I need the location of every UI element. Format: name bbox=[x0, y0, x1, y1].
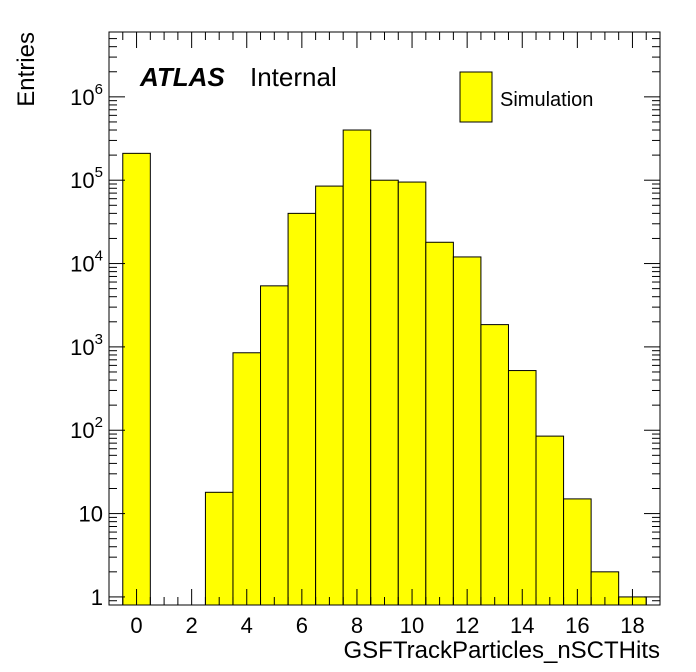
legend-entry-simulation: Simulation bbox=[500, 89, 593, 111]
x-tick-label: 6 bbox=[296, 613, 308, 638]
bar-bin-16 bbox=[563, 498, 592, 606]
bar-bin-3 bbox=[204, 491, 234, 606]
bar-bin-6 bbox=[287, 212, 317, 606]
bar-bin-0 bbox=[122, 152, 151, 606]
y-tick-label: 106 bbox=[70, 81, 103, 110]
x-tick-label: 4 bbox=[241, 613, 253, 638]
bar-bin-5 bbox=[260, 285, 289, 606]
y-axis-title: Entries bbox=[13, 32, 40, 107]
axis-ticks bbox=[108, 31, 661, 606]
legend: Simulation bbox=[459, 71, 593, 123]
y-tick-label: 102 bbox=[70, 414, 103, 443]
bar-bin-8 bbox=[342, 129, 372, 606]
bar-bin-12 bbox=[452, 256, 482, 606]
x-tick-label: 16 bbox=[565, 613, 589, 638]
bar-bin-13 bbox=[480, 324, 509, 606]
bar-bin-14 bbox=[507, 370, 537, 606]
x-tick-label: 18 bbox=[620, 613, 644, 638]
y-tick-label: 104 bbox=[70, 248, 103, 277]
atlas-label: ATLAS bbox=[139, 62, 225, 92]
internal-label: Internal bbox=[250, 62, 337, 92]
histogram-bars bbox=[122, 129, 647, 606]
x-tick-label: 12 bbox=[455, 613, 479, 638]
x-tick-label: 0 bbox=[130, 613, 142, 638]
y-tick-label: 105 bbox=[70, 164, 103, 193]
y-tick-label: 103 bbox=[70, 331, 103, 360]
bar-bin-4 bbox=[232, 352, 262, 606]
x-tick-labels: 0 2 4 6 8 10 12 14 16 18 bbox=[130, 613, 644, 638]
y-tick-labels: 1 10 102 103 104 105 106 bbox=[70, 81, 103, 610]
x-tick-label: 2 bbox=[186, 613, 198, 638]
x-tick-label: 10 bbox=[400, 613, 424, 638]
bar-bin-9 bbox=[370, 179, 399, 606]
bar-bin-7 bbox=[315, 185, 344, 606]
x-tick-label: 8 bbox=[351, 613, 363, 638]
x-tick-label: 14 bbox=[510, 613, 534, 638]
bar-bin-11 bbox=[425, 241, 454, 606]
bar-bin-10 bbox=[397, 181, 427, 606]
legend-swatch bbox=[459, 71, 493, 123]
y-tick-label: 1 bbox=[91, 585, 103, 610]
x-axis-title: GSFTrackParticles_nSCTHits bbox=[344, 637, 661, 664]
bar-bin-15 bbox=[535, 435, 565, 606]
y-tick-label: 10 bbox=[79, 502, 103, 527]
